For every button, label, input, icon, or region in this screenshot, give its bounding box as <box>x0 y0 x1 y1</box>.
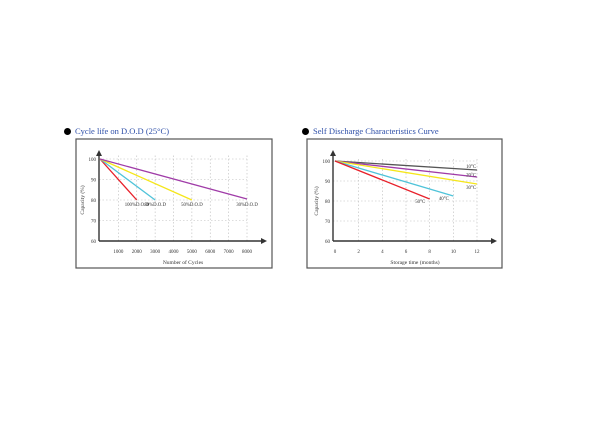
cycle-life-title-text: Cycle life on D.O.D (25°C) <box>75 126 170 136</box>
x-tick-label: 2000 <box>132 250 143 255</box>
y-tick-label: 100 <box>323 160 331 165</box>
chart-frame <box>75 138 273 269</box>
x-tick-label: 10 <box>451 250 457 255</box>
x-tick-label: 6000 <box>205 250 216 255</box>
series-label: 50%D.O.D <box>181 203 203 208</box>
y-axis-arrow-icon <box>330 150 336 156</box>
series-line-30dod <box>99 158 248 200</box>
y-axis-label: Capacity (%) <box>79 185 86 214</box>
y-tick-label: 80 <box>91 199 97 204</box>
x-tick-label: 2 <box>357 250 360 255</box>
series-label: 50°C <box>415 200 425 205</box>
x-tick-label: 6 <box>405 250 408 255</box>
series-label: 40°C <box>439 197 449 202</box>
series-label: 100%D.O.D <box>125 203 150 208</box>
series-line-50c <box>334 160 430 200</box>
series-label: 30%D.O.D <box>236 203 258 208</box>
series-line-100dod <box>99 158 138 201</box>
bullet-icon <box>302 127 309 135</box>
x-tick-label: 12 <box>475 250 481 255</box>
x-tick-label: 8000 <box>242 250 253 255</box>
chart-frame <box>306 138 503 269</box>
series-line-40c <box>334 160 454 197</box>
y-tick-label: 70 <box>91 219 97 224</box>
x-axis-label: Storage time (months) <box>390 259 439 266</box>
y-tick-label: 100 <box>89 158 97 163</box>
y-tick-label: 60 <box>91 240 97 245</box>
x-tick-label: 5000 <box>187 250 198 255</box>
series-line-10c <box>334 160 478 171</box>
series-line-30c <box>334 160 478 185</box>
x-axis-arrow-icon <box>491 238 497 244</box>
x-tick-label: 8 <box>428 250 431 255</box>
y-tick-label: 60 <box>325 240 331 245</box>
x-tick-label: 1000 <box>113 250 124 255</box>
y-axis-label: Capacity (%) <box>313 186 320 215</box>
y-tick-label: 90 <box>91 178 97 183</box>
series-label: 30°C <box>466 186 476 191</box>
x-tick-label: 3000 <box>150 250 161 255</box>
bullet-icon <box>64 127 71 135</box>
y-axis-arrow-icon <box>96 150 102 156</box>
x-tick-label: 4000 <box>169 250 180 255</box>
y-tick-label: 90 <box>325 180 331 185</box>
x-tick-label: 4 <box>381 250 384 255</box>
cycle-life-title: Cycle life on D.O.D (25°C) <box>64 126 169 136</box>
self-discharge-title: Self Discharge Characteristics Curve <box>302 126 439 136</box>
series-line-80dod <box>99 158 156 201</box>
x-tick-label: 7000 <box>224 250 235 255</box>
self-discharge-title-text: Self Discharge Characteristics Curve <box>313 126 439 136</box>
x-tick-label: 0 <box>334 250 337 255</box>
x-axis-arrow-icon <box>261 238 267 244</box>
series-line-50dod <box>99 158 193 201</box>
x-axis-label: Number of Cycles <box>163 259 203 266</box>
series-line-20c <box>334 160 478 178</box>
y-tick-label: 80 <box>325 200 331 205</box>
series-label: 20°C <box>466 173 476 178</box>
series-label: 80%D.O.D <box>144 203 166 208</box>
y-tick-label: 70 <box>325 220 331 225</box>
series-label: 10°C <box>466 165 476 170</box>
